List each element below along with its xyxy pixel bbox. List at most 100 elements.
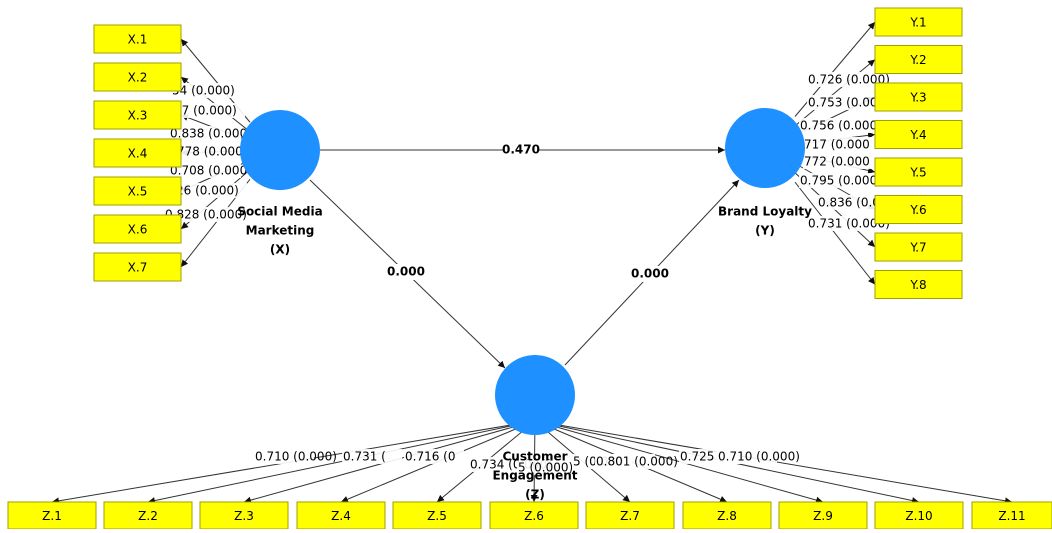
indicator-box [93,252,182,282]
loading-bg [342,449,402,464]
indicator-box [296,501,386,530]
loading-label: 0.710 (0.000) [718,450,800,464]
indicator-box [93,24,182,54]
path-coefficient: 0.470 [502,143,540,157]
loading-bg [169,163,241,178]
indicator-label: Y.1 [909,16,926,30]
loading-bg [803,154,875,169]
loading-bg [807,72,879,87]
loading-label: 67 (0.000) [174,104,237,118]
indicator-label: Z.8 [717,509,737,523]
construct-label: Social Media [237,205,322,219]
indicator-box [874,7,963,37]
indicator-box [874,195,963,224]
indicator-label: Y.4 [909,128,926,142]
loading-bg [164,207,236,222]
loading-label: 0.726 (0.000) [808,73,890,87]
arrow [794,181,876,285]
indicator-box [489,501,579,530]
loading-bg [469,457,529,472]
indicator-box [93,214,182,244]
indicator-box [93,176,182,206]
loading-bg [176,144,248,159]
loading-label: 0.708 (0.000 [170,164,247,178]
loading-bg [807,216,879,231]
indicator-box [93,62,182,92]
indicator-label: Z.3 [234,509,254,523]
construct [495,355,575,435]
indicator-label: X.6 [128,223,148,237]
indicator-box [874,45,963,74]
path-coefficient: 0.000 [387,265,425,279]
indicator-box [93,100,182,130]
loading-bg [717,449,777,464]
construct-label: Customer [502,450,567,464]
indicator-label: Z.10 [905,509,932,523]
loading-label: 0.756 (0.000 [800,119,877,133]
loading-bg [404,449,464,464]
indicator-label: X.7 [128,261,148,275]
loading-label: 0.795 (0.000 [800,174,877,188]
loading-label: 0.828 (0.000) [165,208,247,222]
loading-bg [803,137,875,152]
loading-bg [517,460,577,475]
indicator-label: X.4 [128,147,148,161]
loading-label: 54 (0.000) [172,84,235,98]
path-label-bg [503,142,539,158]
path-coefficient: 0.000 [631,267,669,281]
indicator-label: X.2 [128,71,148,85]
indicator-box [585,501,675,530]
loading-bg [173,103,245,118]
loading-label: 0.725 ( [680,450,723,464]
arrow [147,424,516,504]
indicator-box [7,501,97,530]
indicator-box [874,82,963,112]
construct [240,110,320,190]
indicator-box [874,232,963,262]
indicator-label: X.1 [128,33,148,47]
path-label-bg [632,266,668,282]
construct-label: (Y) [755,224,775,238]
arrow [558,424,1013,505]
loading-label: 0.836 (0.00 [818,196,888,210]
loading-bg [807,95,879,110]
indicator-label: Z.6 [524,509,544,523]
indicator-box [874,157,963,187]
path-label-bg [388,264,424,280]
loading-bg [254,449,314,464]
indicator-box [778,501,868,530]
indicator-label: Y.2 [909,53,926,67]
indicator-label: Z.9 [813,509,833,523]
construct [725,108,805,188]
loading-bg [171,83,243,98]
indicator-label: Z.11 [998,509,1025,523]
loading-bg [169,126,241,141]
indicator-box [392,501,482,530]
loading-bg [595,454,655,469]
indicator-label: Z.4 [331,509,351,523]
construct-label: (Z) [525,488,545,502]
loading-label: 0.838 (0.000 [170,127,247,141]
indicator-label: X.3 [128,109,148,123]
loading-label: 717 (0.000 [804,138,870,152]
loading-label: 0.801 (0.000) [596,455,678,469]
indicator-label: Z.2 [138,509,158,523]
indicator-box [874,270,963,299]
loading-label: 0.731 ( [343,450,386,464]
indicator-box [93,138,182,168]
loading-label: 0.753 (0.00 [808,96,878,110]
indicator-label: Y.8 [909,278,926,292]
indicator-label: X.5 [128,185,148,199]
indicator-box [682,501,772,530]
loading-label: 778 (0.000 [177,145,243,159]
construct-label: Engagement [492,469,577,483]
loading-bg [175,183,247,198]
indicator-label: Z.5 [427,509,447,523]
loading-bg [799,173,871,188]
indicator-label: Z.1 [42,509,62,523]
indicator-label: Y.5 [909,166,926,180]
construct-label: Marketing [246,224,315,238]
loading-label: 772 (0.000 [804,155,870,169]
indicator-box [874,120,963,149]
loading-bg [817,195,889,210]
